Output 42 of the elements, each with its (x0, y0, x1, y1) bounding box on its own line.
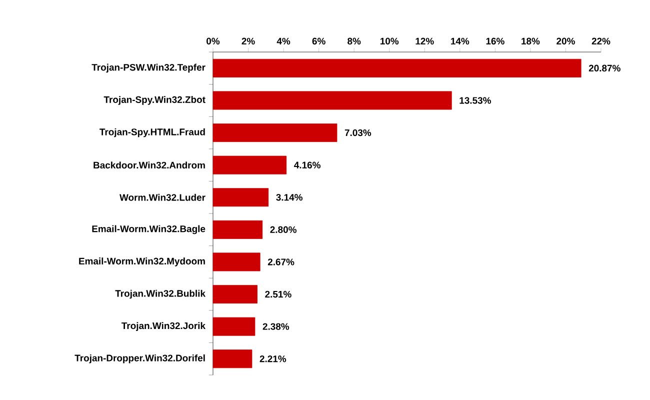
data-label: 3.14% (276, 194, 302, 201)
x-tick-label: 20% (556, 38, 575, 44)
x-tick-label: 18% (522, 38, 540, 44)
data-label: 2.67% (268, 258, 294, 266)
data-label: 2.21% (260, 356, 286, 362)
x-tick-label: 8% (348, 38, 361, 44)
x-tick-label: 16% (486, 38, 504, 44)
bar (212, 156, 287, 174)
x-tick-label: 2% (242, 38, 255, 44)
x-tick-label: 4% (276, 38, 290, 44)
bar (212, 317, 256, 336)
data-label: 2.80% (270, 226, 296, 234)
x-tick-label: 14% (451, 38, 470, 44)
y-tick-label: Worm.Win32.Luder (120, 194, 206, 201)
y-tick-label: Trojan-Dropper.Win32.Dorifel (74, 354, 205, 364)
y-tick-label: Email-Worm.Win32.Bagle (92, 225, 206, 234)
x-tick-label: 22% (592, 38, 610, 44)
bar (212, 58, 582, 78)
y-tick-label: Email-Worm.Win32.Mydoom (79, 258, 205, 266)
y-tick-label: Trojan-Spy.HTML.Fraud (100, 128, 205, 138)
data-label: 2.51% (265, 290, 292, 298)
data-label: 20.87% (588, 64, 620, 72)
x-tick-label: 12% (416, 38, 434, 44)
bar (212, 124, 338, 142)
bar (212, 252, 260, 272)
bar (212, 285, 258, 304)
bar (212, 188, 269, 207)
data-label: 13.53% (460, 97, 491, 104)
bar (212, 91, 452, 110)
data-label: 4.16% (294, 162, 320, 168)
data-label: 2.38% (262, 323, 290, 330)
bar (212, 350, 252, 368)
x-tick-label: 10% (380, 38, 399, 44)
x-tick-label: 6% (312, 38, 326, 44)
y-tick-label: Trojan-PSW.Win32.Tepfer (92, 64, 206, 73)
y-tick-label: Trojan.Win32.Jorik (122, 322, 206, 331)
y-tick-label: Trojan.Win32.Bublik (115, 290, 206, 299)
y-tick-label: Backdoor.Win32.Androm (94, 162, 205, 169)
data-label: 7.03% (344, 129, 372, 136)
y-tick-label: Trojan-Spy.Win32.Zbot (104, 96, 206, 105)
x-tick-label: 0% (206, 38, 220, 44)
bar (212, 220, 263, 239)
